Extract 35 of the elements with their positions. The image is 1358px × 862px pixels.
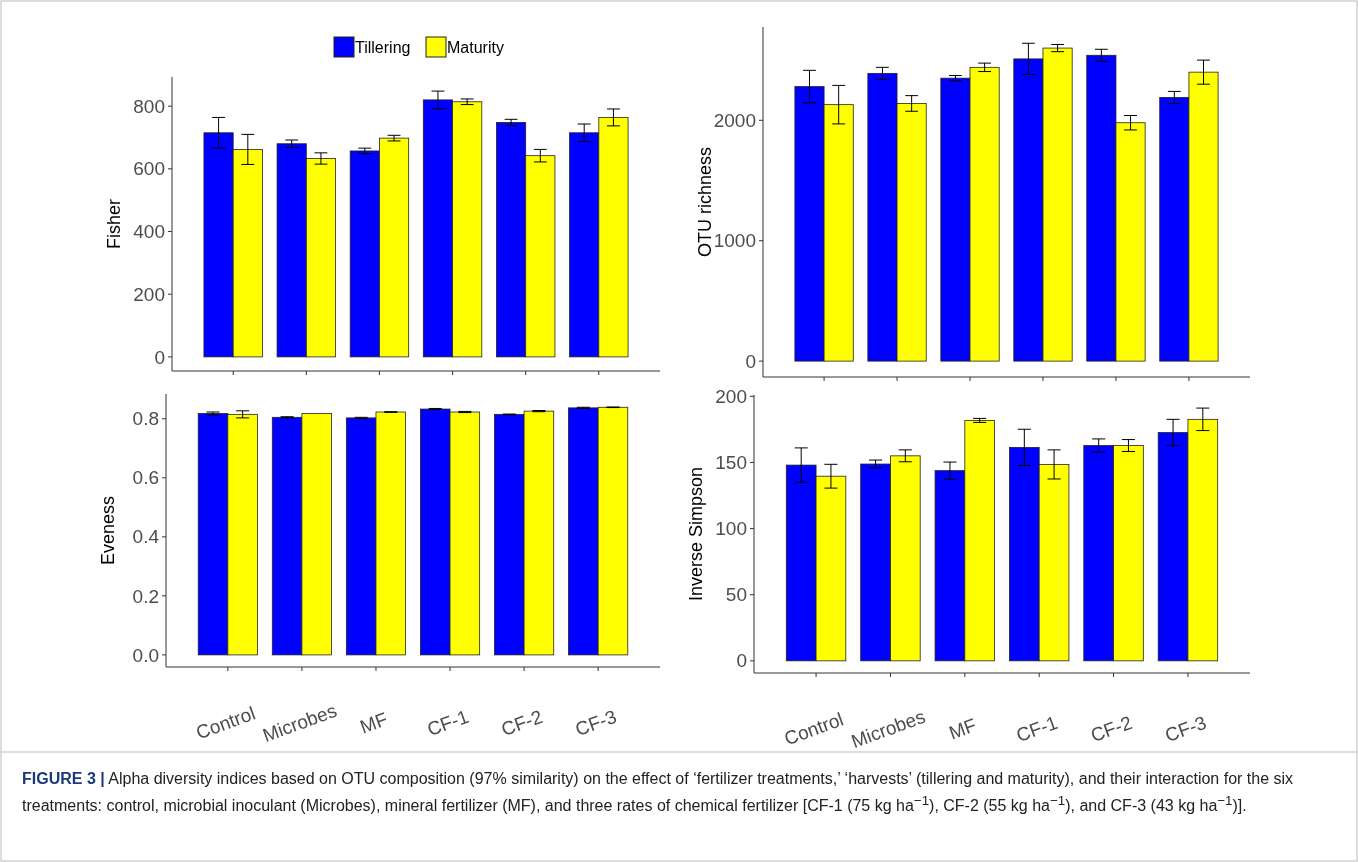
caption: FIGURE 3 | [22,770,105,787]
x-tick-label: CF-2 [498,705,546,740]
y-tick-label: 0.2 [132,585,159,607]
y-tick-label: 800 [133,95,165,117]
y-tick-label: 0.0 [132,644,159,666]
y-tick-label: 0 [745,350,756,372]
x-tick-label: CF-3 [1162,711,1210,746]
y-tick-label: 200 [715,385,747,407]
y-tick-label: 400 [133,221,165,243]
y-axis-title: Inverse Simpson [686,466,706,602]
x-tick-label: CF-3 [572,705,620,740]
x-tick-label: Control [781,708,847,750]
y-axis-title: Eveness [98,495,118,566]
x-tick-label: CF-2 [1087,711,1135,746]
x-tick-label: MF [946,714,980,744]
y-tick-label: 0 [154,346,165,368]
y-tick-label: 150 [715,452,747,474]
y-tick-label: 0.6 [132,467,159,489]
y-axis-title: OTU richness [695,146,715,258]
x-tick-label: CF-1 [1013,711,1061,746]
x-tick-label: MF [357,708,391,738]
x-tick-label: CF-1 [424,705,472,740]
y-tick-label: 0.4 [132,526,160,548]
x-tick-label: Control [193,702,258,744]
y-tick-label: 2000 [713,109,756,131]
y-tick-label: 0.8 [132,408,159,430]
y-tick-label: 100 [715,518,747,540]
y-tick-label: 1000 [713,230,756,252]
y-axis-title: Fisher [104,198,124,250]
y-tick-label: 0 [736,650,747,672]
y-tick-label: 600 [133,158,165,180]
legend-label: Maturity [447,38,504,56]
legend-label: Tillering [355,38,411,56]
y-tick-label: 50 [725,584,747,606]
y-tick-label: 200 [133,283,165,305]
